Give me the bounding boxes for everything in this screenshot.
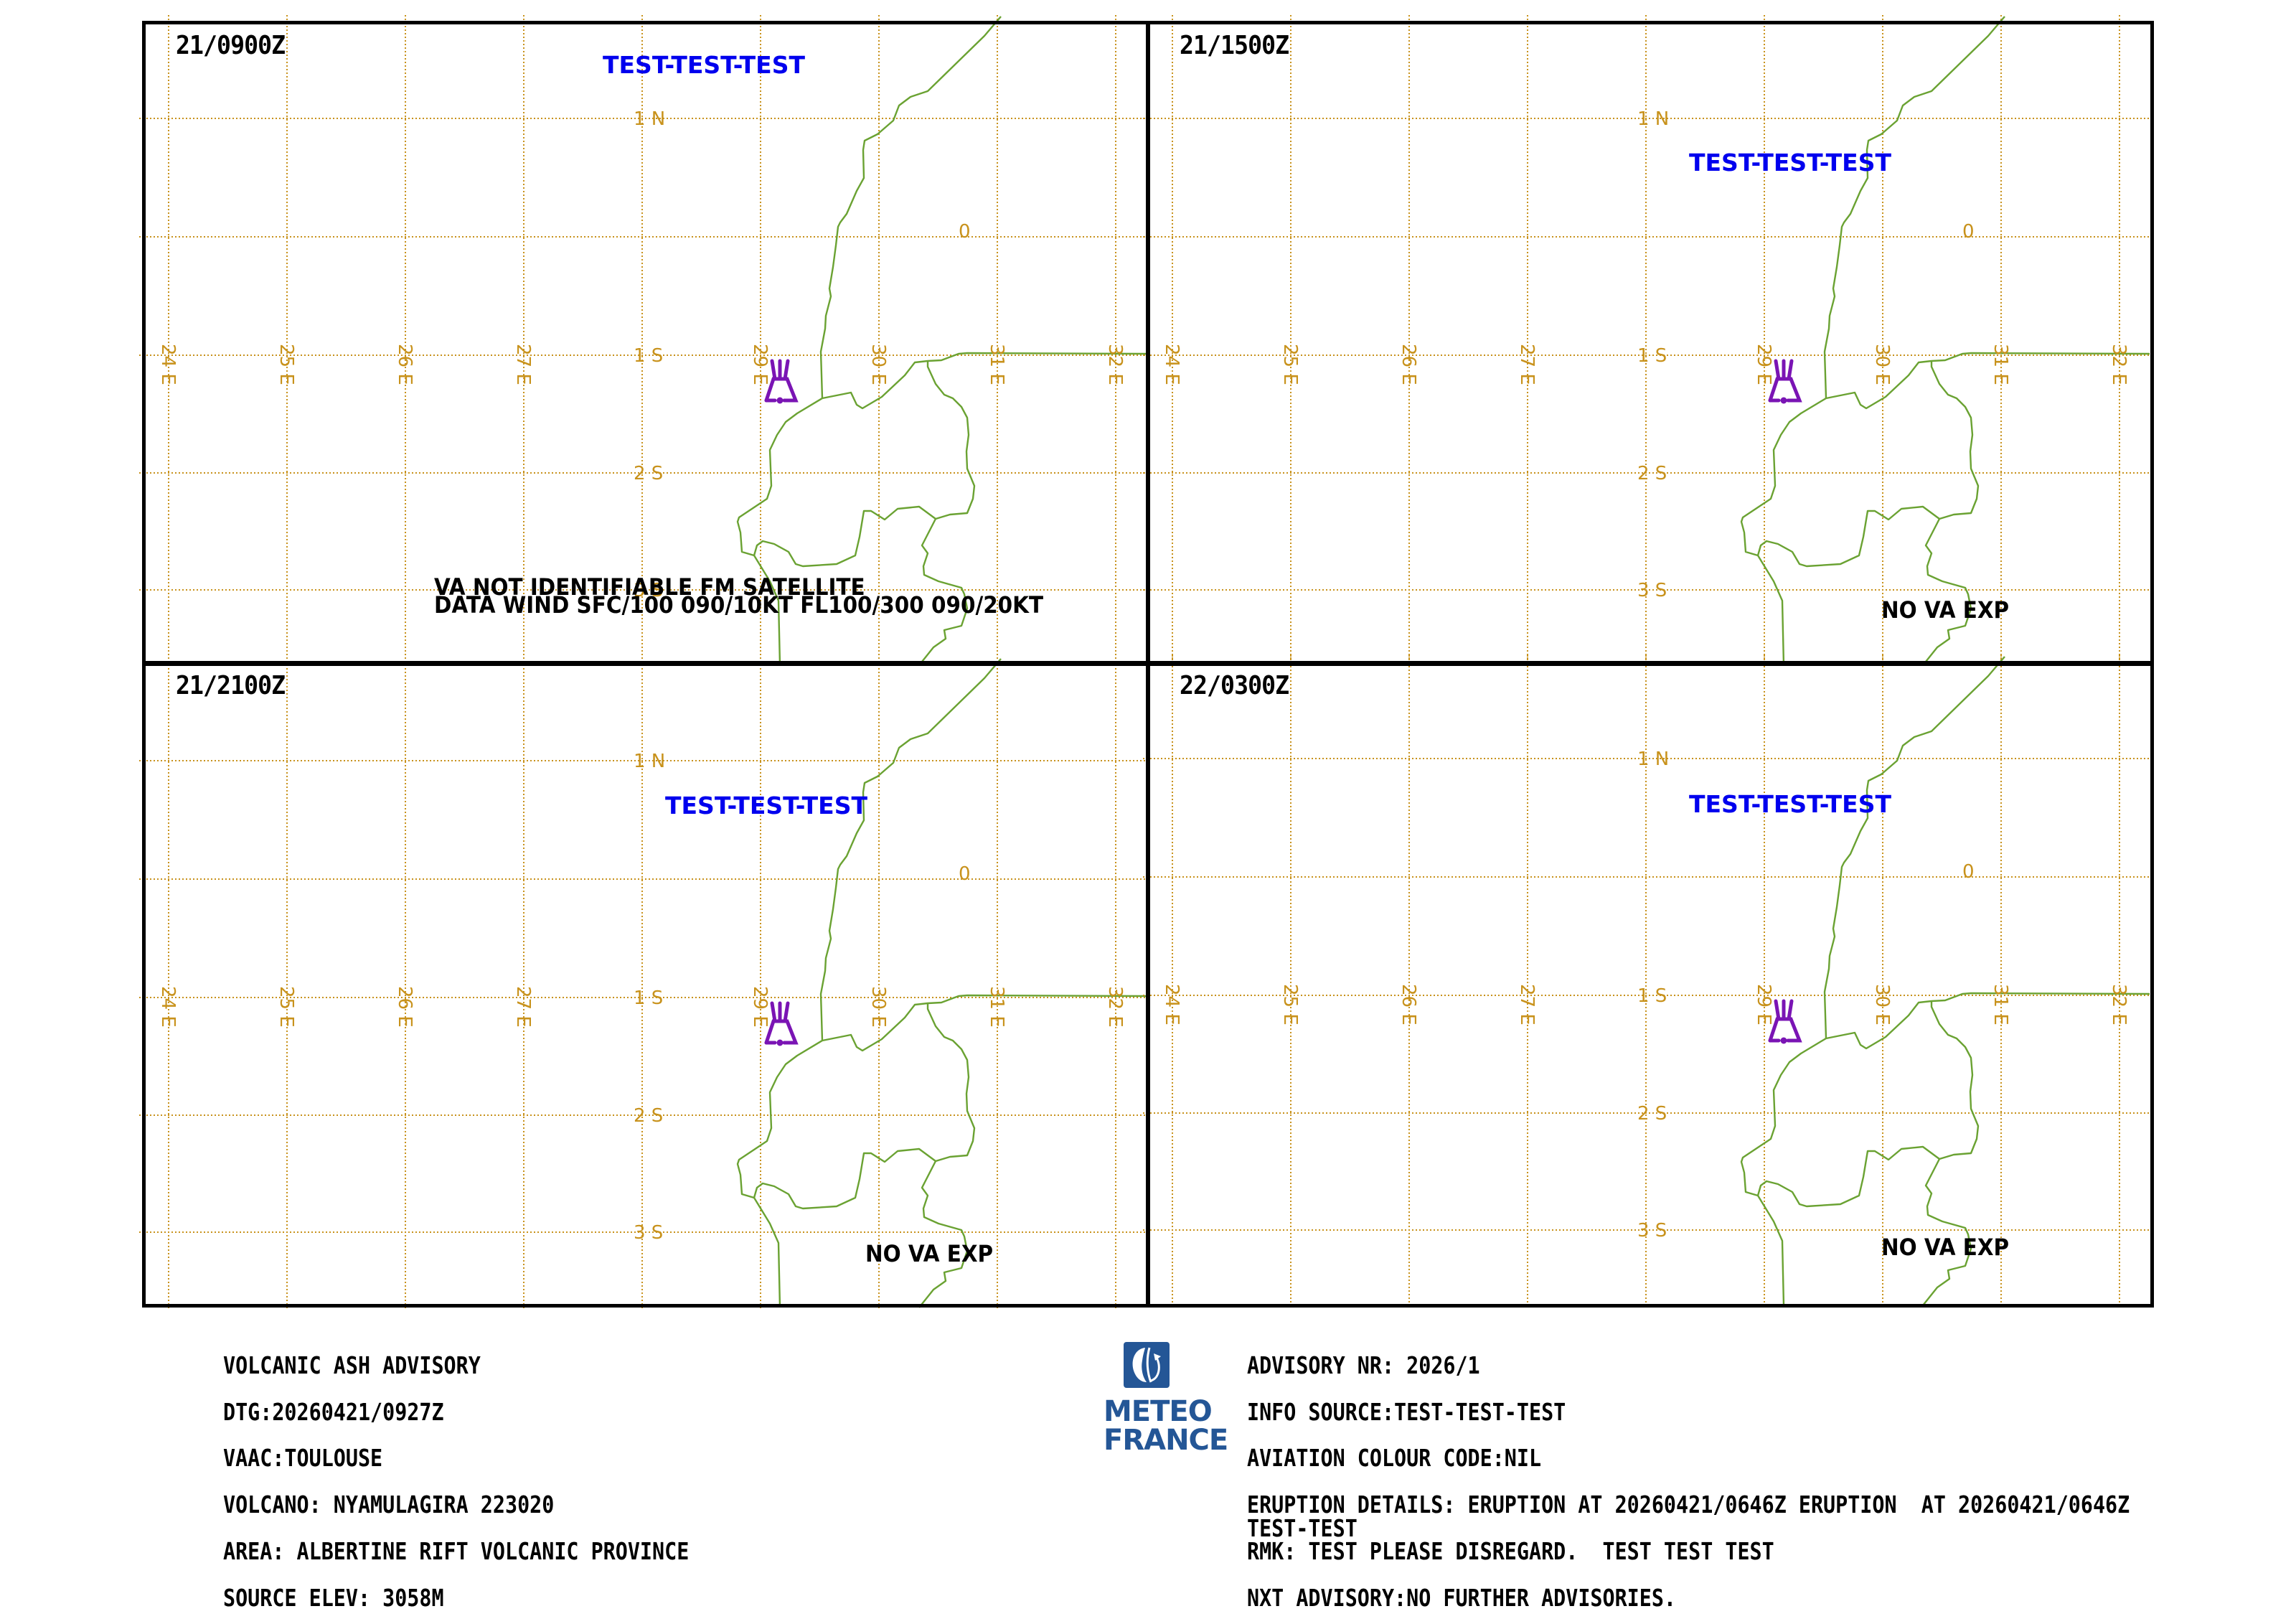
advisory-next: NXT ADVISORY:NO FURTHER ADVISORIES. — [1247, 1584, 1677, 1612]
panel-message: NO VA EXP — [1881, 596, 2010, 624]
logo-line-2: FRANCE — [1104, 1424, 1228, 1457]
test-label: TEST-TEST-TEST — [1689, 149, 1891, 177]
advisory-source-elev: SOURCE ELEV: 3058M — [223, 1584, 444, 1612]
logo-emblem-icon — [1124, 1342, 1170, 1388]
test-label: TEST-TEST-TEST — [665, 792, 867, 820]
advisory-remarks: RMK: TEST PLEASE DISREGARD. TEST TEST TE… — [1247, 1537, 1774, 1565]
advisory-dtg: DTG:20260421/0927Z — [223, 1398, 444, 1426]
advisory-colour-code: AVIATION COLOUR CODE:NIL — [1247, 1444, 1542, 1472]
forecast-time: 21/0900Z — [176, 31, 286, 60]
panel-frame-3 — [142, 661, 1150, 1308]
forecast-time: 22/0300Z — [1180, 671, 1289, 700]
forecast-time: 21/2100Z — [176, 671, 286, 700]
advisory-vaac: VAAC:TOULOUSE — [223, 1444, 383, 1472]
panel-message: VA NOT IDENTIFIABLE FM SATELLITE DATA WI… — [434, 573, 1044, 619]
map-panel-3: 21/2100Z TEST-TEST-TEST NO VA EXP — [144, 662, 1147, 1303]
test-label: TEST-TEST-TEST — [1689, 790, 1891, 818]
advisory-info-source: INFO SOURCE:TEST-TEST-TEST — [1247, 1398, 1566, 1426]
panel-frame-1 — [142, 21, 1150, 666]
test-label: TEST-TEST-TEST — [603, 51, 805, 79]
advisory-volcano: VOLCANO: NYAMULAGIRA 223020 — [223, 1491, 555, 1519]
advisory-number: ADVISORY NR: 2026/1 — [1247, 1351, 1480, 1379]
advisory-eruption-details: ERUPTION DETAILS: ERUPTION AT 20260421/0… — [1247, 1491, 2130, 1542]
meteo-france-logo: METEO FRANCE — [1104, 1341, 1228, 1463]
logo-line-1: METEO — [1104, 1395, 1213, 1428]
panel-frame-4 — [1146, 661, 2154, 1308]
map-panel-4: 22/0300Z TEST-TEST-TEST NO VA EXP — [1147, 662, 2151, 1303]
advisory-title: VOLCANIC ASH ADVISORY — [223, 1351, 481, 1379]
panel-message: NO VA EXP — [865, 1240, 994, 1267]
panel-message: NO VA EXP — [1881, 1234, 2010, 1261]
forecast-time: 21/1500Z — [1180, 31, 1289, 60]
map-panel-2: 21/1500Z TEST-TEST-TEST NO VA EXP — [1147, 22, 2151, 662]
panel-frame-2 — [1146, 21, 2154, 666]
advisory-area: AREA: ALBERTINE RIFT VOLCANIC PROVINCE — [223, 1537, 690, 1565]
map-panel-1: 21/0900Z TEST-TEST-TEST VA NOT IDENTIFIA… — [144, 22, 1147, 662]
